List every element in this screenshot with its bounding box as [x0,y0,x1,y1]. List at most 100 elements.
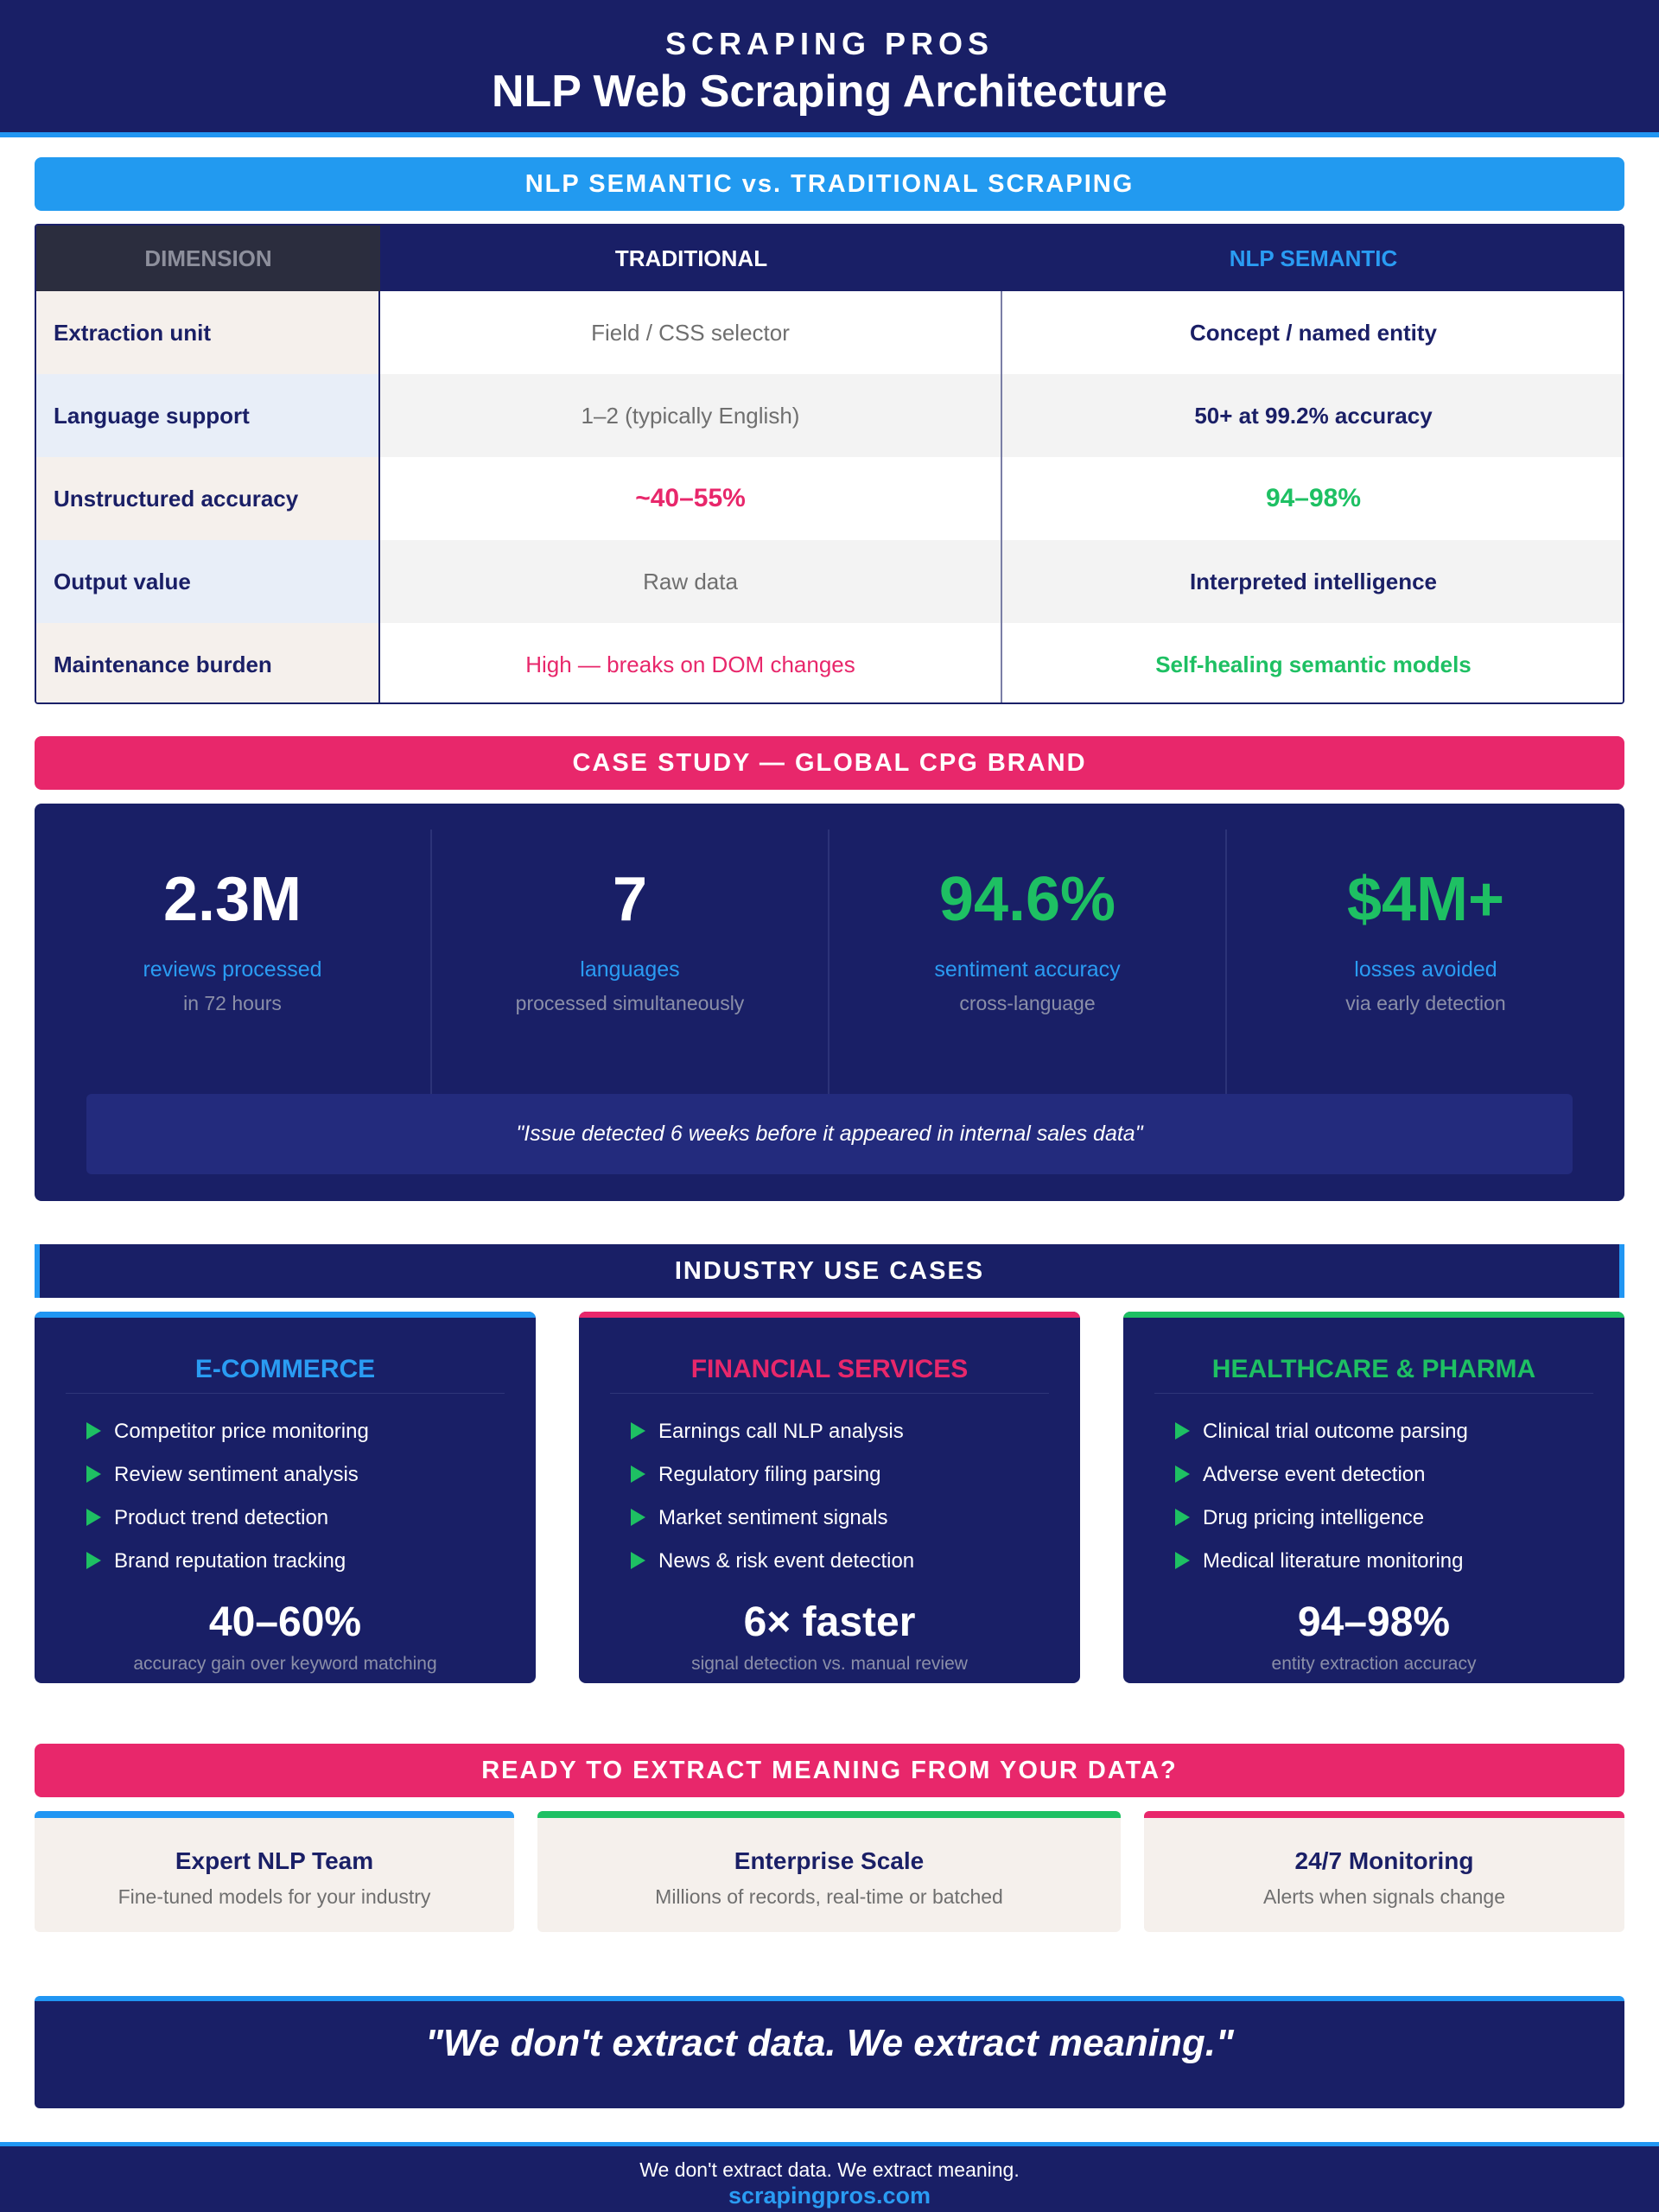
stat-sub: via early detection [1345,992,1506,1014]
list-item: News & risk event detection [631,1548,914,1592]
page-header: SCRAPING PROS NLP Web Scraping Architect… [0,0,1659,137]
page-footer: We don't extract data. We extract meanin… [0,2142,1659,2212]
row-nlp: Self-healing semantic models [1002,623,1623,702]
tagline-quote: "We don't extract data. We extract meani… [35,1996,1624,2108]
brand-name: SCRAPING PROS [664,26,995,61]
industry-banner: INDUSTRY USE CASES [35,1244,1624,1298]
card-metric-sub: entity extraction accuracy [1271,1654,1477,1674]
list-item: Drug pricing intelligence [1175,1505,1468,1548]
use-case-list: Earnings call NLP analysis Regulatory fi… [631,1419,914,1592]
play-arrow-icon [1175,1552,1190,1569]
list-item: Medical literature monitoring [1175,1548,1468,1592]
comparison-banner: NLP SEMANTIC vs. TRADITIONAL SCRAPING [35,157,1624,211]
row-dimension: Unstructured accuracy [36,457,380,540]
card-accent-bar [35,1312,536,1318]
play-arrow-icon [1175,1422,1190,1440]
column-header-nlp-semantic: NLP SEMANTIC [1229,245,1398,271]
list-item: Review sentiment analysis [86,1462,369,1505]
stat-sentiment-accuracy: 94.6% sentiment accuracy cross-language [830,830,1227,1119]
feature-24-7-monitoring: 24/7 Monitoring Alerts when signals chan… [1144,1811,1624,1932]
play-arrow-icon [1175,1509,1190,1526]
stat-languages: 7 languages processed simultaneously [432,830,830,1119]
stat-sub: cross-language [959,992,1096,1014]
divider [66,1393,505,1394]
stat-reviews: 2.3M reviews processed in 72 hours [35,830,432,1119]
use-case-list: Clinical trial outcome parsing Adverse e… [1175,1419,1468,1592]
row-traditional: ~40–55% [380,457,1002,540]
card-title: FINANCIAL SERVICES [690,1355,969,1383]
stat-losses-avoided: $4M+ losses avoided via early detection [1227,830,1624,1119]
feature-title: 24/7 Monitoring [1294,1847,1474,1874]
feature-accent-bar [537,1811,1121,1818]
play-arrow-icon [631,1552,645,1569]
stat-value: 2.3M [162,865,302,934]
list-item: Market sentiment signals [631,1505,914,1548]
industry-card-financial-services: FINANCIAL SERVICES Earnings call NLP ana… [579,1312,1080,1683]
stat-sub: processed simultaneously [515,992,745,1014]
play-arrow-icon [1175,1465,1190,1483]
feature-expert-nlp-team: Expert NLP Team Fine-tuned models for yo… [35,1811,514,1932]
list-item: Adverse event detection [1175,1462,1468,1505]
stat-label: losses avoided [1354,957,1497,982]
divider [1154,1393,1593,1394]
table-row: Extraction unit Field / CSS selector Con… [36,291,1623,374]
row-nlp: 50+ at 99.2% accuracy [1002,374,1623,457]
row-traditional: 1–2 (typically English) [380,374,1002,457]
stat-label: reviews processed [143,957,322,982]
row-dimension: Language support [36,374,380,457]
card-metric-sub: signal detection vs. manual review [691,1654,968,1674]
play-arrow-icon [86,1552,101,1569]
table-row: Maintenance burden High — breaks on DOM … [36,623,1623,702]
list-item: Competitor price monitoring [86,1419,369,1462]
play-arrow-icon [631,1422,645,1440]
stat-value: $4M+ [1346,865,1505,934]
card-title: HEALTHCARE & PHARMA [1211,1355,1536,1383]
card-accent-bar [579,1312,1080,1318]
play-arrow-icon [86,1465,101,1483]
row-dimension: Extraction unit [36,291,380,374]
row-dimension: Output value [36,540,380,623]
footer-url-link[interactable]: scrapingpros.com [728,2183,931,2209]
card-accent-bar [1123,1312,1624,1318]
list-item: Clinical trial outcome parsing [1175,1419,1468,1462]
card-metric: 94–98% [1297,1599,1451,1645]
play-arrow-icon [86,1509,101,1526]
cta-banner: READY TO EXTRACT MEANING FROM YOUR DATA? [35,1744,1624,1797]
stat-label: languages [580,957,680,982]
divider [610,1393,1049,1394]
table-row: Unstructured accuracy ~40–55% 94–98% [36,457,1623,540]
industry-card-healthcare-pharma: HEALTHCARE & PHARMA Clinical trial outco… [1123,1312,1624,1683]
list-item: Regulatory filing parsing [631,1462,914,1505]
card-metric: 40–60% [208,1599,362,1645]
case-study-banner: CASE STUDY — GLOBAL CPG BRAND [35,736,1624,790]
feature-sub: Millions of records, real-time or batche… [655,1885,1003,1908]
page-title: NLP Web Scraping Architecture [491,67,1168,117]
comparison-table: DIMENSION TRADITIONAL NLP SEMANTIC Extra… [35,224,1624,704]
case-study-quote: "Issue detected 6 weeks before it appear… [86,1094,1573,1174]
row-dimension: Maintenance burden [36,623,380,702]
feature-sub: Fine-tuned models for your industry [118,1885,431,1908]
feature-enterprise-scale: Enterprise Scale Millions of records, re… [537,1811,1121,1932]
card-title: E-COMMERCE [194,1355,376,1383]
row-nlp: 94–98% [1002,457,1623,540]
table-header: DIMENSION TRADITIONAL NLP SEMANTIC [36,226,1623,291]
table-row: Language support 1–2 (typically English)… [36,374,1623,457]
feature-accent-bar [35,1811,514,1818]
footer-tagline: We don't extract data. We extract meanin… [639,2158,1020,2181]
feature-sub: Alerts when signals change [1263,1885,1505,1908]
row-traditional: High — breaks on DOM changes [380,623,1002,702]
stat-label: sentiment accuracy [934,957,1121,982]
stat-value: 94.6% [938,865,1116,934]
row-traditional: Field / CSS selector [380,291,1002,374]
play-arrow-icon [631,1509,645,1526]
play-arrow-icon [86,1422,101,1440]
feature-title: Enterprise Scale [734,1847,925,1874]
column-header-traditional: TRADITIONAL [614,245,768,271]
play-arrow-icon [631,1465,645,1483]
stat-value: 7 [612,865,648,934]
list-item: Earnings call NLP analysis [631,1419,914,1462]
feature-title: Expert NLP Team [175,1847,374,1874]
card-metric: 6× faster [743,1599,916,1645]
row-nlp: Interpreted intelligence [1002,540,1623,623]
use-case-list: Competitor price monitoring Review senti… [86,1419,369,1592]
